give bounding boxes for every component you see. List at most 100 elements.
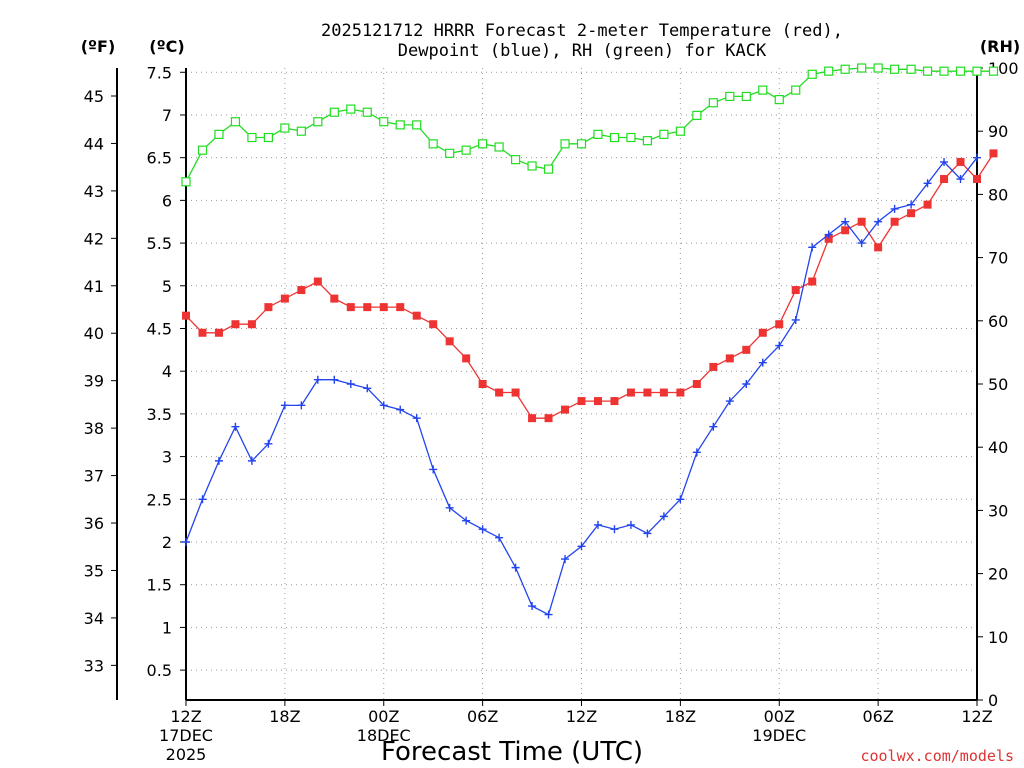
x-tick-date-label: 18DEC bbox=[357, 726, 411, 745]
temperature-point bbox=[824, 234, 833, 243]
rh-point bbox=[675, 126, 685, 136]
rh-point bbox=[478, 139, 488, 149]
x-tick-label: 12Z bbox=[170, 707, 201, 726]
dewpoint-point bbox=[264, 439, 273, 448]
axis-ticks: 0.5 1 1.5 2 2.5 3 3.5 4 4.5 5 5.5 6 6.5 7 7.5 33 34 35 36 3… bbox=[84, 59, 1019, 764]
rh-point bbox=[725, 91, 735, 102]
rh-point bbox=[510, 155, 521, 165]
rh-point bbox=[197, 145, 208, 155]
rh-point bbox=[412, 120, 422, 130]
fahrenheit-tick-label: 37 bbox=[84, 467, 104, 486]
dewpoint-point bbox=[742, 380, 751, 388]
dewpoint-point bbox=[297, 401, 306, 410]
rh-tick-label: 10 bbox=[988, 628, 1008, 647]
rh-point bbox=[626, 132, 636, 143]
temperature-point bbox=[758, 328, 767, 337]
rh-point bbox=[873, 63, 883, 73]
dewpoint-point bbox=[445, 503, 454, 512]
rh-point bbox=[395, 120, 405, 130]
rh-point bbox=[609, 132, 620, 143]
dewpoint-point bbox=[824, 230, 833, 239]
rh-point bbox=[659, 129, 669, 139]
x-axis-title: Forecast Time (UTC) bbox=[381, 737, 643, 767]
rh-point bbox=[445, 148, 455, 158]
temperature-series bbox=[182, 149, 998, 423]
celsius-tick-label: 7 bbox=[162, 106, 172, 125]
temperature-point bbox=[989, 149, 998, 158]
rh-point bbox=[543, 164, 554, 174]
temperature-point bbox=[725, 354, 734, 363]
dewpoint-point bbox=[940, 157, 949, 166]
rh-point bbox=[939, 66, 949, 76]
credit-label: coolwx.com/models bbox=[860, 747, 1014, 765]
dewpoint-point bbox=[890, 204, 899, 213]
rh-point bbox=[758, 85, 768, 95]
celsius-tick-label: 3 bbox=[162, 448, 172, 467]
temperature-point bbox=[561, 405, 570, 414]
temperature-point bbox=[495, 388, 504, 397]
rh-tick-label: 90 bbox=[988, 122, 1008, 141]
temperature-point bbox=[462, 354, 471, 363]
rh-point bbox=[593, 129, 603, 139]
dewpoint-point bbox=[956, 175, 965, 184]
fahrenheit-tick-label: 43 bbox=[84, 182, 104, 201]
celsius-tick-label: 6 bbox=[162, 191, 172, 210]
temperature-point bbox=[791, 286, 800, 295]
temperature-point bbox=[659, 388, 668, 397]
dewpoint-point bbox=[396, 405, 405, 414]
rh-tick-label: 30 bbox=[988, 501, 1008, 520]
rh-point bbox=[955, 66, 966, 76]
rh-point bbox=[791, 85, 801, 95]
dewpoint-point bbox=[478, 525, 487, 534]
temperature-line bbox=[185, 153, 995, 419]
rh-tick-label: 50 bbox=[988, 375, 1008, 394]
dewpoint-point bbox=[709, 422, 718, 431]
temperature-point bbox=[214, 328, 223, 337]
rh-point bbox=[692, 110, 702, 121]
rh-point bbox=[247, 132, 257, 143]
temperature-point bbox=[808, 277, 817, 286]
temperature-point bbox=[379, 303, 388, 312]
rh-point bbox=[379, 117, 389, 127]
temperature-point bbox=[923, 200, 932, 209]
rh-line bbox=[185, 67, 994, 183]
dewpoint-point bbox=[841, 217, 850, 226]
celsius-tick-label: 2.5 bbox=[147, 490, 172, 509]
temperature-point bbox=[857, 217, 866, 226]
dewpoint-point bbox=[363, 384, 372, 393]
rh-series bbox=[181, 63, 999, 187]
x-tick-label: 06Z bbox=[862, 707, 893, 726]
temperature-point bbox=[363, 303, 372, 312]
dewpoint-point bbox=[725, 397, 734, 406]
temperature-point bbox=[577, 397, 586, 406]
rh-point bbox=[362, 107, 372, 117]
dewpoint-point bbox=[791, 315, 800, 324]
rh-tick-label: 20 bbox=[988, 565, 1008, 584]
temperature-point bbox=[182, 311, 190, 320]
dewpoint-point bbox=[330, 375, 339, 384]
grid bbox=[185, 68, 978, 700]
temperature-point bbox=[874, 243, 883, 252]
temperature-point bbox=[643, 388, 652, 397]
rh-point bbox=[263, 132, 273, 143]
dewpoint-point bbox=[346, 380, 355, 388]
rh-point bbox=[280, 123, 290, 133]
rh-point bbox=[824, 66, 834, 76]
fahrenheit-tick-label: 33 bbox=[84, 656, 104, 675]
temperature-point bbox=[346, 303, 355, 312]
temperature-point bbox=[956, 157, 965, 166]
x-tick-date-label: 19DEC bbox=[752, 726, 806, 745]
temperature-point bbox=[396, 303, 405, 312]
dewpoint-series bbox=[182, 153, 981, 619]
rh-point bbox=[560, 139, 570, 149]
temperature-point bbox=[198, 328, 207, 337]
celsius-tick-label: 7.5 bbox=[147, 63, 172, 82]
rh-point bbox=[214, 129, 224, 139]
rh-point bbox=[296, 126, 306, 136]
celsius-tick-label: 5 bbox=[162, 277, 172, 296]
dewpoint-point bbox=[692, 448, 701, 457]
rh-point bbox=[230, 117, 241, 127]
temperature-point bbox=[692, 380, 701, 388]
rh-point bbox=[807, 69, 817, 79]
rh-tick-label: 70 bbox=[988, 249, 1008, 268]
